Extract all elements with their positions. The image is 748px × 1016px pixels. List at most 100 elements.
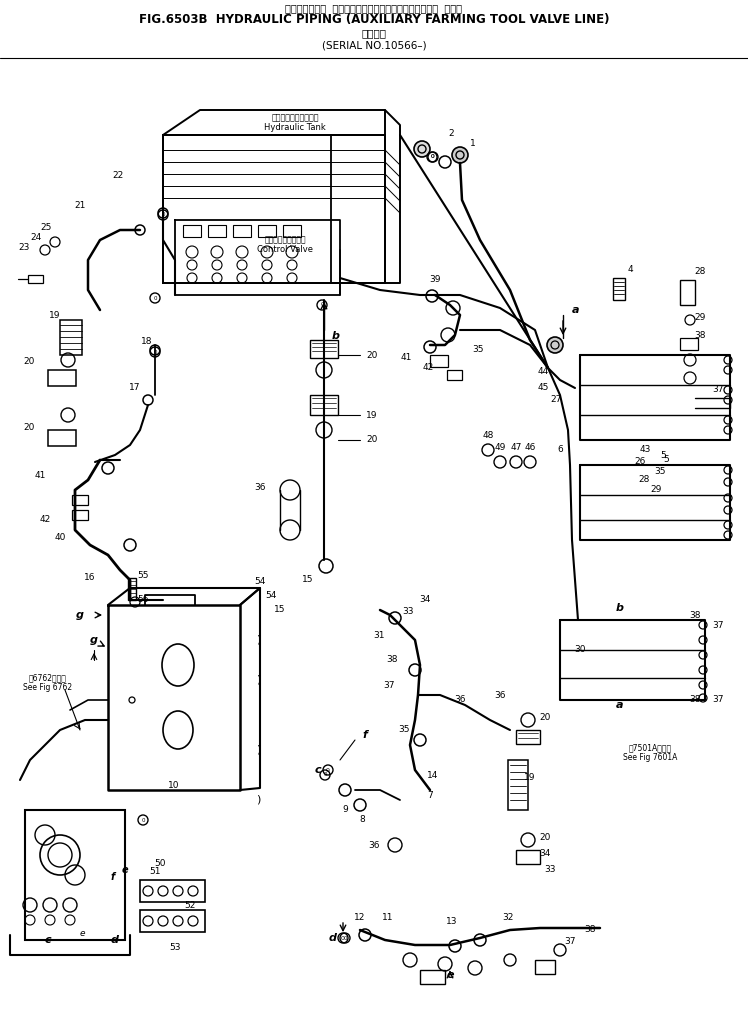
- Text: 43: 43: [640, 445, 651, 454]
- Text: 22: 22: [112, 171, 123, 180]
- Text: e: e: [122, 865, 129, 875]
- Text: ): ): [256, 675, 260, 685]
- Text: 0: 0: [153, 350, 157, 355]
- Text: 38: 38: [689, 696, 701, 704]
- Text: See Fig 7601A: See Fig 7601A: [623, 754, 677, 762]
- Text: 27: 27: [551, 395, 562, 404]
- Text: 9: 9: [342, 806, 348, 815]
- Text: 37: 37: [384, 681, 395, 690]
- Text: 25: 25: [40, 224, 52, 233]
- Text: 0: 0: [320, 303, 324, 308]
- Text: 42: 42: [40, 515, 51, 524]
- Bar: [508, 760, 528, 810]
- Text: 32: 32: [503, 913, 514, 923]
- Text: 34: 34: [420, 595, 431, 605]
- Text: 0: 0: [430, 154, 434, 160]
- Text: 0: 0: [326, 767, 330, 772]
- Text: 35: 35: [399, 725, 410, 735]
- Text: 通用号機: 通用号機: [361, 28, 387, 38]
- Bar: [48, 370, 76, 386]
- Text: 41: 41: [34, 470, 46, 480]
- Text: 17: 17: [129, 382, 141, 391]
- Bar: [140, 910, 205, 932]
- Bar: [163, 135, 385, 283]
- Text: 15: 15: [302, 575, 313, 584]
- Text: d: d: [111, 935, 119, 945]
- Text: 8: 8: [359, 816, 365, 825]
- Text: 4: 4: [627, 265, 633, 274]
- Text: 0: 0: [341, 936, 345, 941]
- Text: 0: 0: [141, 818, 145, 823]
- Text: 1: 1: [470, 138, 476, 147]
- Text: 28: 28: [639, 475, 650, 485]
- Text: 37: 37: [564, 938, 576, 947]
- Bar: [283, 225, 301, 237]
- Text: 52: 52: [184, 900, 196, 909]
- Text: 19: 19: [367, 410, 378, 420]
- Text: (SERIAL NO.10566–): (SERIAL NO.10566–): [322, 41, 426, 51]
- Text: 0: 0: [343, 936, 347, 941]
- Bar: [233, 225, 251, 237]
- Bar: [613, 278, 625, 300]
- Text: 20: 20: [367, 351, 378, 360]
- Text: 13: 13: [447, 917, 458, 927]
- Text: 20: 20: [367, 436, 378, 445]
- Bar: [516, 850, 540, 864]
- Text: 38: 38: [694, 331, 706, 340]
- Text: See Fig 6762: See Fig 6762: [23, 684, 73, 693]
- Text: 46: 46: [524, 444, 536, 452]
- Text: c: c: [315, 765, 322, 775]
- Text: ハイドロリックタンク: ハイドロリックタンク: [272, 114, 319, 123]
- Text: 0: 0: [323, 772, 327, 777]
- Bar: [140, 880, 205, 902]
- Text: g: g: [76, 610, 84, 620]
- Text: 38: 38: [387, 655, 398, 664]
- Bar: [310, 395, 338, 415]
- Bar: [516, 731, 540, 744]
- Text: 29: 29: [694, 314, 705, 322]
- Text: 55: 55: [137, 571, 149, 580]
- Text: 30: 30: [574, 645, 586, 654]
- Text: g: g: [90, 635, 98, 645]
- Circle shape: [547, 337, 563, 353]
- Text: 2: 2: [448, 128, 454, 137]
- Text: 16: 16: [85, 573, 96, 582]
- Text: 20: 20: [539, 713, 551, 722]
- Bar: [25, 810, 125, 940]
- Text: 48: 48: [482, 432, 494, 441]
- Text: 36: 36: [369, 840, 380, 849]
- Bar: [60, 320, 82, 355]
- Circle shape: [414, 141, 430, 157]
- Text: 21: 21: [74, 200, 86, 209]
- Text: a: a: [572, 305, 580, 315]
- Text: 19: 19: [49, 311, 61, 319]
- Text: 50: 50: [154, 859, 166, 868]
- Text: b: b: [332, 331, 340, 341]
- Text: ): ): [256, 745, 260, 755]
- Text: コントロールバルブ: コントロールバルブ: [264, 236, 306, 245]
- Text: 20: 20: [539, 833, 551, 842]
- Text: 37: 37: [712, 621, 724, 630]
- Circle shape: [452, 147, 468, 163]
- Bar: [680, 280, 695, 305]
- Text: 5: 5: [663, 455, 669, 464]
- Text: ハイドロリック  パイピング　　農　耕　補　助　バルブ  ライン: ハイドロリック パイピング 農 耕 補 助 バルブ ライン: [286, 3, 462, 13]
- Bar: [258, 225, 276, 237]
- Text: 36: 36: [254, 484, 266, 493]
- Text: 35: 35: [654, 467, 666, 477]
- Bar: [72, 510, 88, 520]
- Text: 37: 37: [712, 385, 724, 394]
- Bar: [72, 495, 88, 505]
- Bar: [183, 225, 201, 237]
- Text: 15: 15: [275, 606, 286, 615]
- Text: e: e: [79, 929, 85, 938]
- Text: 37: 37: [712, 696, 724, 704]
- Text: 29: 29: [651, 486, 662, 495]
- Text: 6: 6: [557, 445, 563, 454]
- Text: 41: 41: [401, 354, 412, 363]
- Text: 10: 10: [168, 780, 180, 789]
- Text: Hydraulic Tank: Hydraulic Tank: [264, 124, 326, 132]
- Text: Control Valve: Control Valve: [257, 246, 313, 254]
- Text: 34: 34: [539, 849, 551, 859]
- Text: 14: 14: [426, 770, 438, 779]
